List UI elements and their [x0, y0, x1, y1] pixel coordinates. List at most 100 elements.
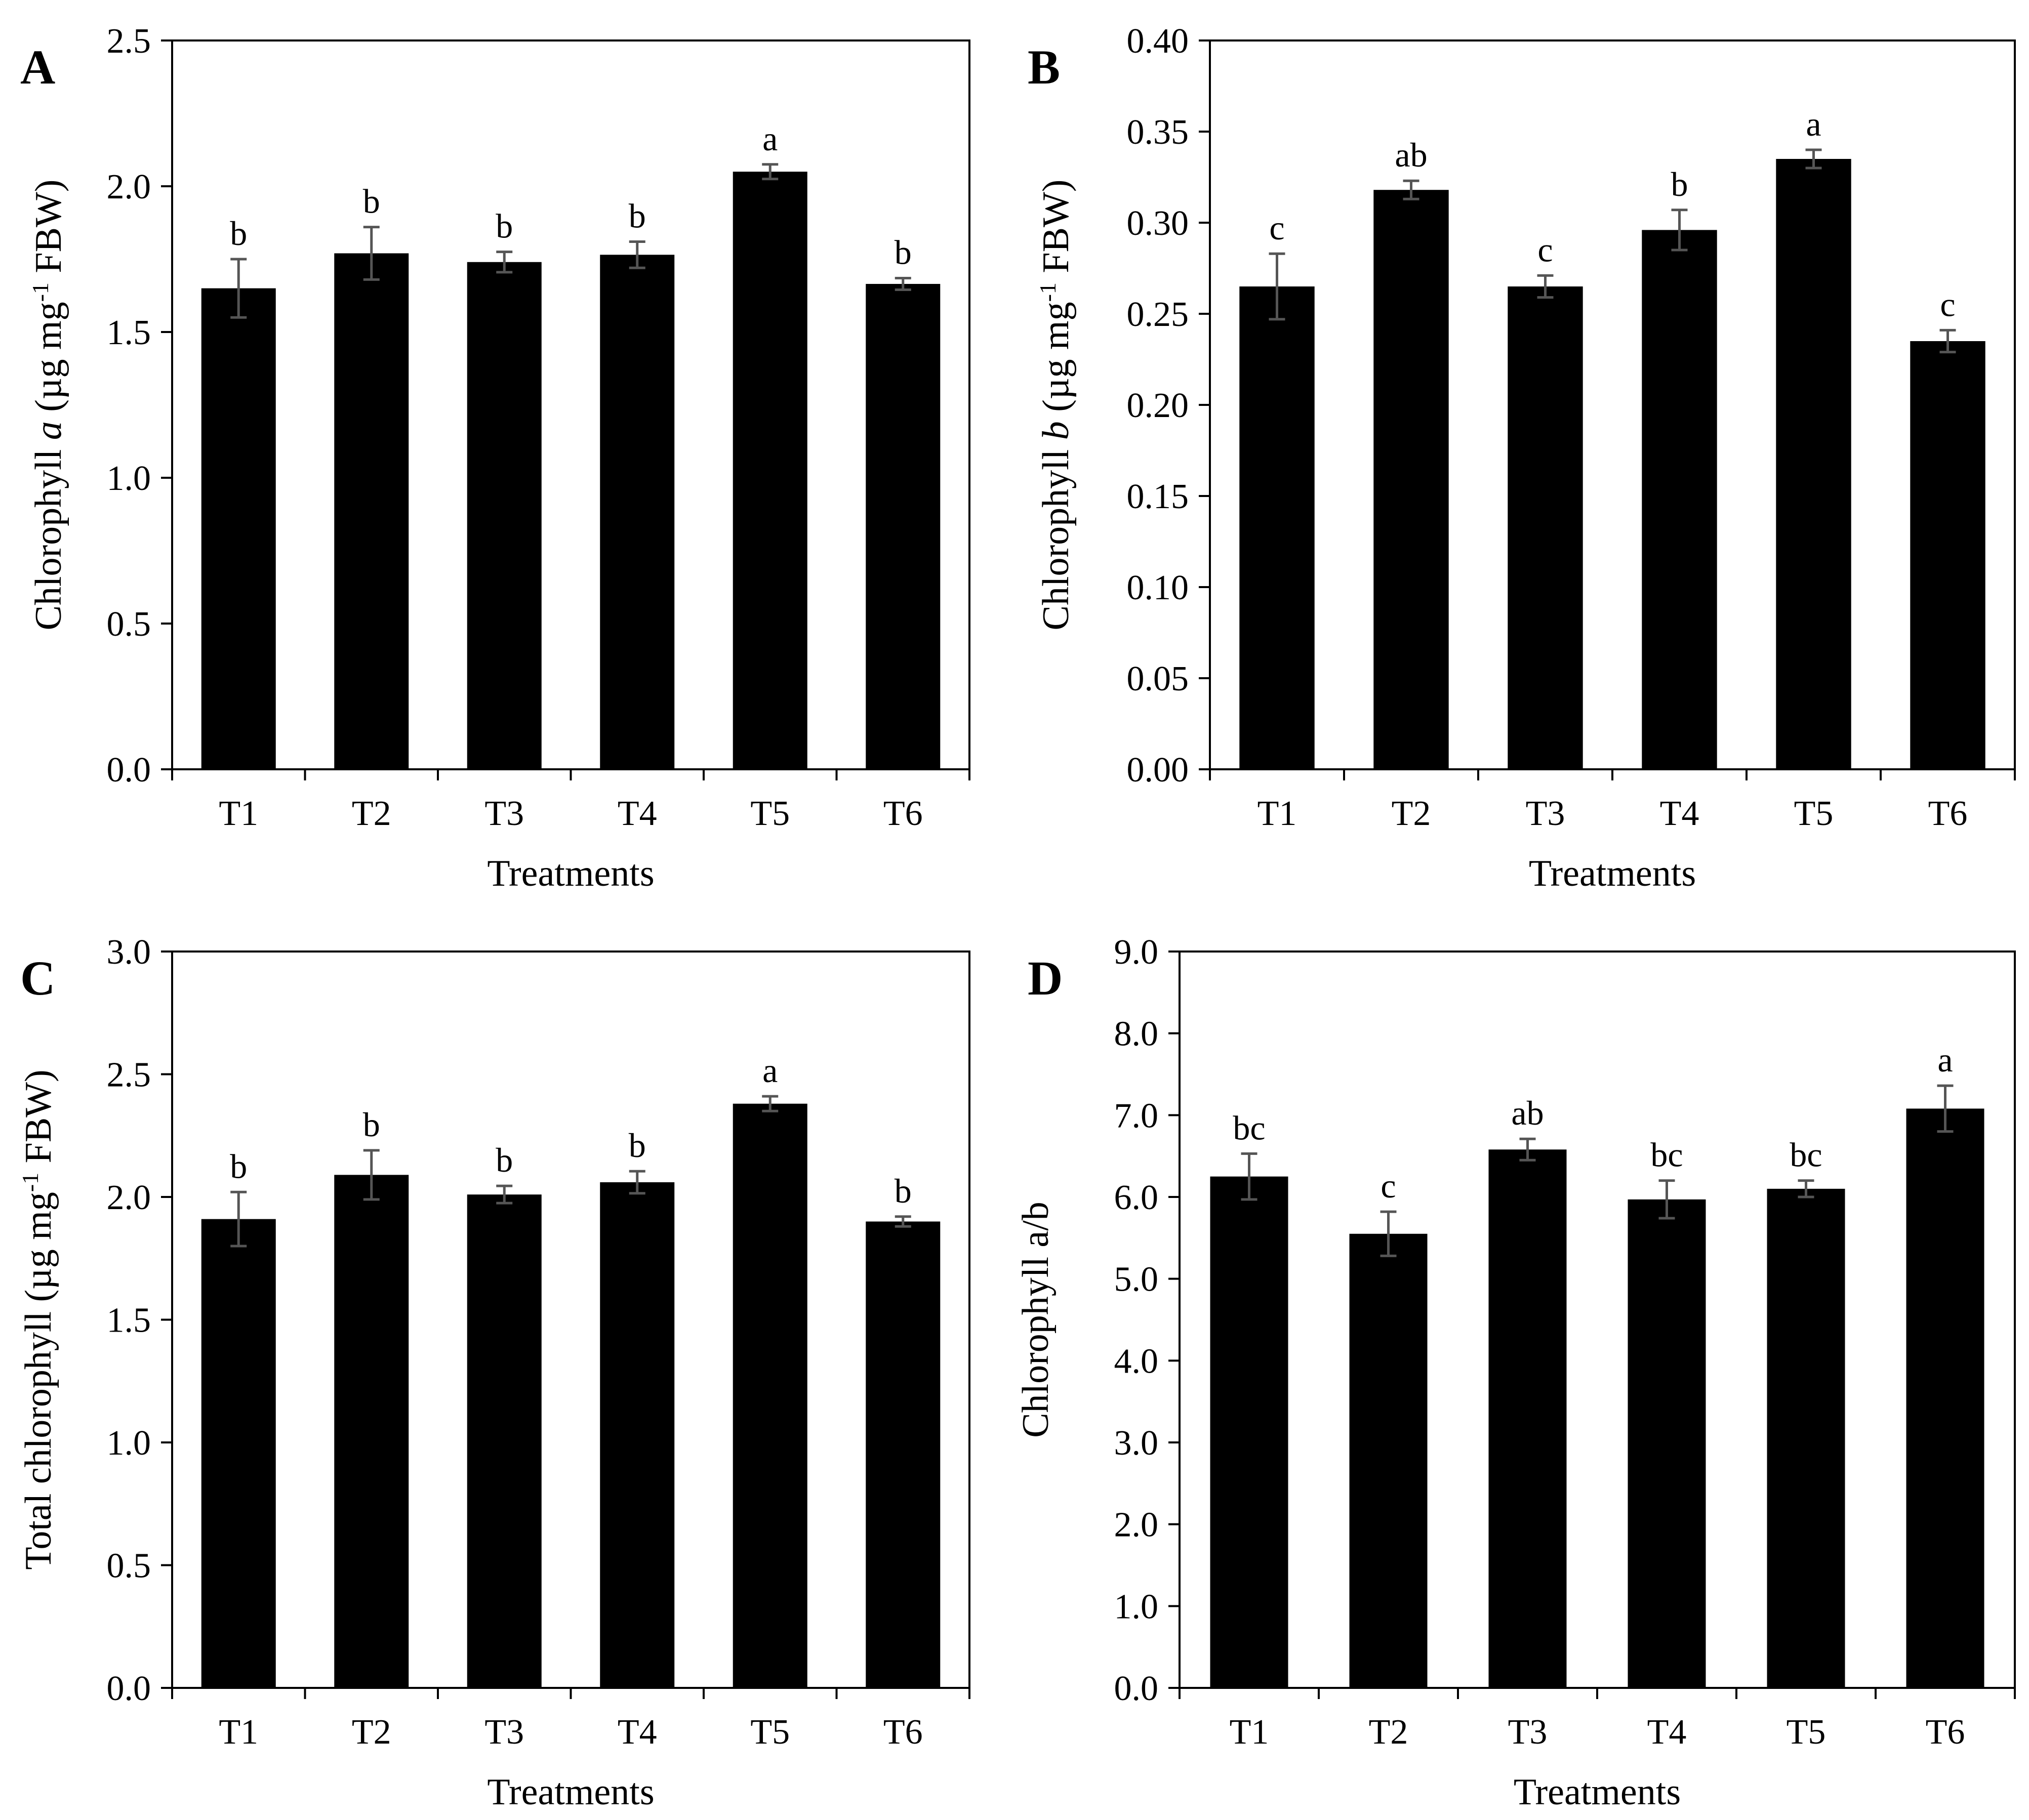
- panel-c-ytick-label: 2.5: [107, 1056, 151, 1095]
- panel-a-significance-label: b: [496, 207, 513, 245]
- panel-d-xtick-label: T3: [1508, 1713, 1548, 1752]
- panel-a-frame: [171, 39, 970, 770]
- panel-b-bar-t2: [1373, 190, 1449, 770]
- panel-b-ytick-label: 0.30: [1127, 204, 1189, 243]
- panel-c-ytick-label: 0.5: [107, 1547, 151, 1586]
- panel-c-ytick-label: 3.0: [107, 933, 151, 972]
- panel-d-error-bar-t6: [1937, 1084, 1954, 1133]
- panel-c-letter: C: [20, 951, 55, 1005]
- panel-b-xtick-label: T2: [1392, 794, 1431, 833]
- panel-a-error-bar-t5: [762, 163, 779, 181]
- panel-c-bar-t4: [600, 1182, 675, 1688]
- panel-b-ytick-label: 0.10: [1127, 568, 1189, 607]
- panel-b-error-bar-t3: [1537, 274, 1554, 299]
- panel-d-x-axis-title: Treatments: [1514, 1771, 1681, 1813]
- panel-a-significance-label: b: [895, 233, 912, 271]
- panel-a-error-bar-t2: [363, 226, 380, 281]
- panel-d-ytick-label: 8.0: [1114, 1015, 1159, 1054]
- panel-d-significance-label: bc: [1650, 1136, 1683, 1174]
- panel-c-ytick-label: 2.0: [107, 1178, 151, 1217]
- panel-a-ytick-label: 1.0: [107, 459, 151, 498]
- panel-c-error-bar-t1: [230, 1190, 247, 1248]
- panel-b-ytick-label: 0.20: [1127, 386, 1189, 425]
- panel-a-ytick-label: 0.5: [107, 605, 151, 644]
- panel-a-ytick-label: 0.0: [107, 751, 151, 790]
- panel-d-ytick-label: 5.0: [1114, 1260, 1159, 1299]
- panel-c-xtick-label: T6: [883, 1713, 923, 1752]
- panel-c: C 0.0 0.5 1.0 1.5 2.0 2.5 3.0 b T1 b T2 b T3 b T4 a T5 b T6…: [17, 933, 970, 1813]
- panel-a-bar-t1: [201, 288, 276, 769]
- panel-c-significance-label: b: [363, 1105, 380, 1144]
- panel-b-error-bar-t1: [1269, 252, 1285, 321]
- panel-a-xtick-label: T4: [618, 794, 657, 833]
- panel-d-frame: [1179, 950, 2016, 1689]
- panel-d-ytick-label: 0.0: [1114, 1669, 1159, 1708]
- panel-b-error-bar-t6: [1939, 328, 1956, 354]
- panel-a-xtick-label: T3: [484, 794, 524, 833]
- panel-b-y-axis-title: Chlorophyll b (µg mg-1 FBW): [1035, 180, 1077, 631]
- panel-c-bar-t3: [467, 1194, 542, 1688]
- panel-d-ytick-label: 6.0: [1114, 1178, 1159, 1217]
- panel-c-xtick-label: T4: [618, 1713, 657, 1752]
- panel-b-ytick-label: 0.05: [1127, 659, 1189, 698]
- panel-b-significance-label: c: [1269, 209, 1284, 247]
- panel-c-error-bar-t2: [363, 1149, 380, 1201]
- panel-b-ytick-label: 0.00: [1127, 751, 1189, 790]
- panel-d-xtick-label: T4: [1647, 1713, 1687, 1752]
- panel-b-significance-label: a: [1806, 105, 1821, 143]
- panel-c-x-axis-title: Treatments: [487, 1771, 654, 1813]
- panel-d-ytick-label: 4.0: [1114, 1342, 1159, 1381]
- panel-d-error-bar-t3: [1519, 1137, 1536, 1162]
- panel-b-bar-t6: [1910, 341, 1985, 769]
- panel-b-ytick-label: 0.25: [1127, 295, 1189, 334]
- panel-d-y-axis-title: Chlorophyll a/b: [1015, 1202, 1057, 1438]
- panel-b-significance-label: c: [1940, 285, 1955, 323]
- panel-d-significance-label: bc: [1233, 1108, 1265, 1147]
- panel-b: B 0.00 0.05 0.10 0.15 0.20 0.25 0.30 0.35 0.40 c T1…: [1028, 22, 2016, 894]
- panel-b-ytick-label: 0.40: [1127, 22, 1189, 61]
- panel-d: D0.01.02.03.04.05.06.07.08.09.0bcT1cT2ab…: [1015, 933, 2016, 1813]
- panel-c-bar-t1: [201, 1219, 276, 1688]
- panel-b-bar-t3: [1508, 286, 1583, 769]
- panel-d-xtick-label: T2: [1369, 1713, 1408, 1752]
- panel-d-ytick-label: 7.0: [1114, 1096, 1159, 1135]
- panel-c-xtick-label: T5: [750, 1713, 790, 1752]
- panel-c-bar-t2: [334, 1175, 409, 1688]
- panel-c-frame: [171, 950, 970, 1689]
- panel-a-bar-t6: [866, 283, 941, 769]
- panel-a-letter: A: [20, 40, 55, 94]
- panel-a-x-axis-title: Treatments: [487, 853, 654, 894]
- panel-b-x-axis-title: Treatments: [1529, 853, 1696, 894]
- panel-d-bar-t6: [1906, 1108, 1984, 1688]
- panel-c-ytick-label: 1.5: [107, 1301, 151, 1340]
- panel-b-frame: [1209, 39, 2016, 770]
- panel-d-bar-t3: [1488, 1149, 1567, 1688]
- panel-d-significance-label: bc: [1790, 1136, 1822, 1174]
- panel-c-significance-label: a: [762, 1051, 778, 1090]
- panel-a-bar-t5: [733, 172, 807, 770]
- panel-c-bar-t6: [866, 1221, 941, 1688]
- panel-a-bar-t3: [467, 262, 542, 769]
- panel-d-bar-t5: [1767, 1188, 1845, 1688]
- panel-b-significance-label: ab: [1395, 136, 1427, 174]
- panel-a-xtick-label: T5: [750, 794, 790, 833]
- panel-c-xtick-label: T3: [484, 1713, 524, 1752]
- panel-c-xtick-label: T1: [219, 1713, 258, 1752]
- panel-a-xtick-label: T6: [883, 794, 923, 833]
- panel-c-error-bar-t5: [762, 1095, 779, 1112]
- panel-b-ytick-label: 0.35: [1127, 113, 1189, 152]
- panel-a-error-bar-t6: [895, 276, 911, 291]
- panel-d-bar-t2: [1349, 1233, 1428, 1688]
- panel-a-ytick-label: 1.5: [107, 313, 151, 352]
- panel-b-xtick-label: T5: [1794, 794, 1834, 833]
- panel-d-error-bar-t2: [1380, 1210, 1397, 1257]
- panel-c-xtick-label: T2: [352, 1713, 391, 1752]
- panel-c-ytick-label: 1.0: [107, 1424, 151, 1463]
- panel-b-error-bar-t4: [1671, 209, 1688, 252]
- panel-b-bar-t5: [1776, 159, 1851, 769]
- panel-c-error-bar-t6: [895, 1215, 911, 1228]
- panel-a-significance-label: b: [363, 182, 380, 221]
- panel-a: A 0.0 0.5 1.0 1.5 2.0 2.5 b T1 b T2 b T3 b T4 a T5 b T6 Tre…: [20, 22, 970, 894]
- panel-d-xtick-label: T6: [1926, 1713, 1965, 1752]
